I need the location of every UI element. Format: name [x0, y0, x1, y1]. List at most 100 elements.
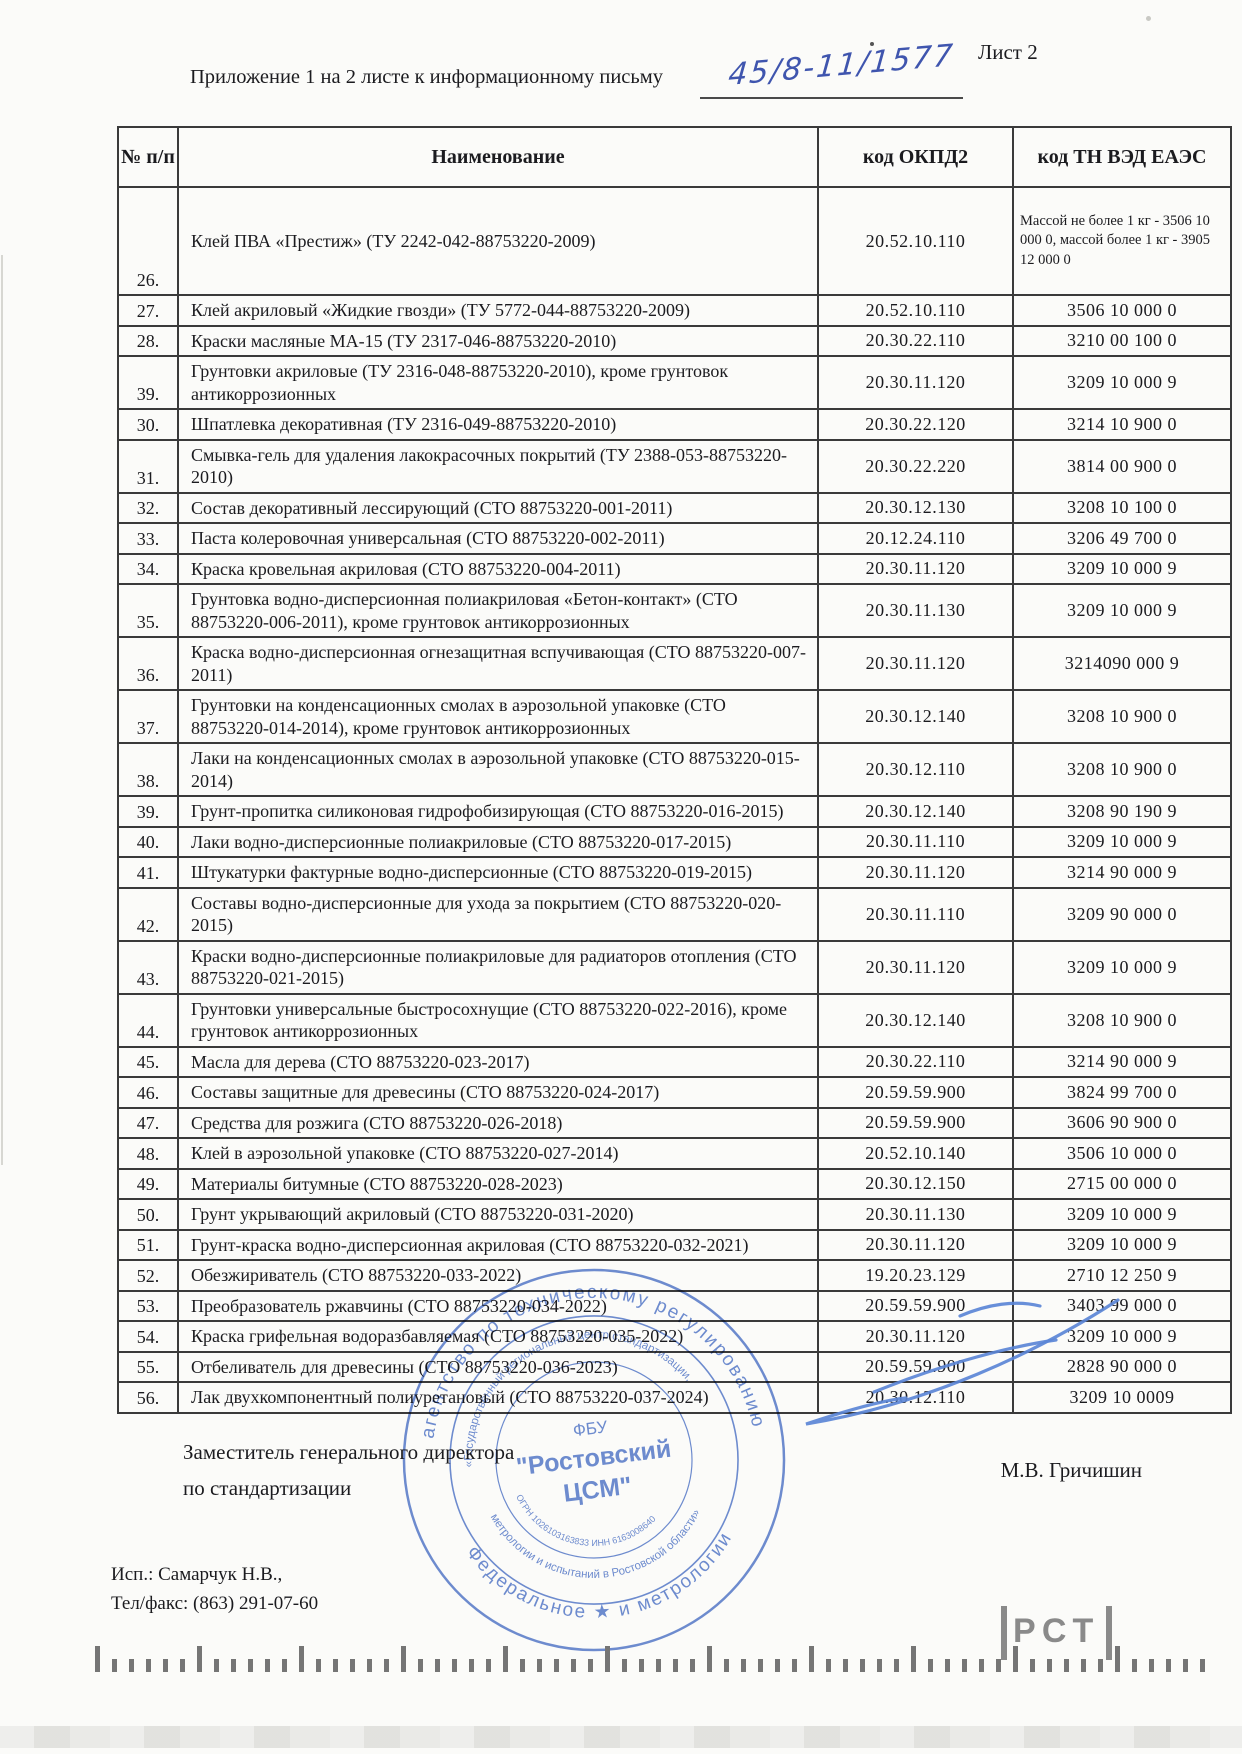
tick-mark	[605, 1646, 610, 1672]
tick-mark	[350, 1659, 355, 1672]
row-number-cell: 33.	[117, 522, 179, 555]
okpd2-cell: 20.30.12.140	[817, 992, 1014, 1048]
table-row: 54. Краска грифельная водоразбавляемая (С…	[117, 1320, 1232, 1353]
tick-mark	[248, 1659, 253, 1672]
col-header-okpd2: код ОКПД2	[817, 126, 1014, 188]
tnved-cell: 3209 90 000 0	[1012, 886, 1232, 942]
tick-mark	[1115, 1646, 1120, 1672]
name-cell: Паста колеровочная универсальная (СТО 88…	[177, 522, 819, 555]
okpd2-cell: 20.30.11.110	[817, 886, 1014, 942]
tick-mark	[214, 1659, 219, 1672]
sheet-number-label: Лист 2	[978, 40, 1038, 64]
tick-mark	[1064, 1659, 1069, 1672]
tnved-cell: 3214 10 900 0	[1012, 408, 1232, 441]
name-cell: Смывка-гель для удаления лакокрасочных п…	[177, 438, 819, 494]
table-row: 42. Составы водно-дисперсионные для ухода…	[117, 886, 1232, 942]
table-row: 36. Краска водно-дисперсионная огнезащитн…	[117, 636, 1232, 691]
okpd2-cell: 20.59.59.900	[817, 1289, 1014, 1322]
tnved-cell: 3208 10 100 0	[1012, 491, 1232, 524]
row-number-cell: 47.	[117, 1106, 179, 1139]
tick-mark	[1183, 1659, 1188, 1672]
fax-calibration-ticks	[95, 1640, 1240, 1672]
tick-mark	[537, 1659, 542, 1672]
tick-mark	[843, 1659, 848, 1672]
okpd2-cell: 20.30.12.150	[817, 1167, 1014, 1200]
name-cell: Клей в аэрозольной упаковке (СТО 8875322…	[177, 1137, 819, 1170]
tnved-cell: 3209 10 0009	[1012, 1381, 1232, 1414]
tick-mark	[1098, 1659, 1103, 1672]
name-cell: Краска грифельная водоразбавляемая (СТО …	[177, 1320, 819, 1353]
tick-mark	[860, 1659, 865, 1672]
tick-mark	[996, 1659, 1001, 1672]
okpd2-cell: 20.30.11.130	[817, 583, 1014, 638]
tnved-cell: 3824 99 700 0	[1012, 1076, 1232, 1109]
tnved-cell: 3506 10 000 0	[1012, 294, 1232, 327]
tick-mark	[486, 1659, 491, 1672]
row-number-cell: 46.	[117, 1076, 179, 1109]
name-cell: Грунтовки на конденсационных смолах в аэ…	[177, 689, 819, 744]
name-cell: Состав декоративный лессирующий (СТО 887…	[177, 491, 819, 524]
name-cell: Грунтовки универсальные быстросохнущие (…	[177, 992, 819, 1048]
products-table: № п/п Наименование код ОКПД2 код ТН ВЭД …	[117, 126, 1232, 1414]
tnved-cell: 3214090 000 9	[1012, 636, 1232, 691]
tick-mark	[146, 1659, 151, 1672]
tick-mark	[741, 1659, 746, 1672]
name-cell: Лаки водно-дисперсионные полиакриловые (…	[177, 825, 819, 858]
tick-mark	[724, 1659, 729, 1672]
okpd2-cell: 19.20.23.129	[817, 1259, 1014, 1292]
name-cell: Грунт укрывающий акриловый (СТО 88753220…	[177, 1198, 819, 1231]
col-header-tnved: код ТН ВЭД ЕАЭС	[1012, 126, 1232, 188]
okpd2-cell: 20.30.11.120	[817, 1228, 1014, 1261]
table-header-row: № п/п Наименование код ОКПД2 код ТН ВЭД …	[117, 126, 1232, 188]
tick-mark	[316, 1659, 321, 1672]
appendix-title: Приложение 1 на 2 листе к информационном…	[190, 66, 663, 88]
rst-mark-bar	[1001, 1606, 1007, 1660]
scan-speck	[870, 42, 874, 46]
tick-mark	[945, 1659, 950, 1672]
okpd2-cell: 20.59.59.900	[817, 1076, 1014, 1109]
executor-block: Исп.: Самарчук Н.В., Тел/факс: (863) 291…	[111, 1561, 1230, 1618]
tick-mark	[503, 1646, 508, 1672]
row-number-cell: 42.	[117, 886, 179, 942]
row-number-cell: 50.	[117, 1198, 179, 1231]
tick-mark	[588, 1659, 593, 1672]
rst-mark: РСТ	[1001, 1606, 1113, 1660]
table-row: 52. Обезжириватель (СТО 88753220-033-2022…	[117, 1259, 1232, 1292]
tnved-cell: 2828 90 000 0	[1012, 1350, 1232, 1383]
tick-mark	[894, 1659, 899, 1672]
table-row: 48. Клей в аэрозольной упаковке (СТО 8875…	[117, 1137, 1232, 1170]
signer-name: М.В. Гричишин	[1000, 1457, 1142, 1482]
tick-mark	[299, 1646, 304, 1672]
signer-position-line2: по стандартизации	[183, 1476, 352, 1501]
tick-mark	[163, 1659, 168, 1672]
table-row: 49. Материалы битумные (СТО 88753220-028-…	[117, 1167, 1232, 1200]
row-number-cell: 38.	[117, 742, 179, 797]
tick-mark	[775, 1659, 780, 1672]
name-cell: Краски водно-дисперсионные полиакриловые…	[177, 939, 819, 995]
okpd2-cell: 20.30.11.120	[817, 856, 1014, 889]
name-cell: Краска кровельная акриловая (СТО 8875322…	[177, 552, 819, 585]
row-number-cell: 27.	[117, 294, 179, 327]
tick-mark	[877, 1659, 882, 1672]
tick-mark	[520, 1659, 525, 1672]
tick-mark	[1200, 1659, 1205, 1672]
table-row: 46. Составы защитные для древесины (СТО 8…	[117, 1076, 1232, 1109]
tick-mark	[673, 1659, 678, 1672]
tick-mark	[707, 1646, 712, 1672]
name-cell: Грунт-краска водно-дисперсионная акрилов…	[177, 1228, 819, 1261]
tnved-cell: 2715 00 000 0	[1012, 1167, 1232, 1200]
row-number-cell: 48.	[117, 1137, 179, 1170]
tick-mark	[333, 1659, 338, 1672]
okpd2-cell: 20.30.12.130	[817, 491, 1014, 524]
tnved-cell: 3208 10 900 0	[1012, 689, 1232, 744]
phone-line: Тел/факс: (863) 291-07-60	[111, 1592, 319, 1614]
name-cell: Средства для розжига (СТО 88753220-026-2…	[177, 1106, 819, 1139]
okpd2-cell: 20.59.59.900	[817, 1350, 1014, 1383]
table-row: 55. Отбеливатель для древесины (СТО 88753…	[117, 1350, 1232, 1383]
tick-mark	[622, 1659, 627, 1672]
okpd2-cell: 20.30.12.110	[817, 742, 1014, 797]
row-number-cell: 40.	[117, 825, 179, 858]
col-header-name: Наименование	[177, 126, 819, 188]
okpd2-cell: 20.52.10.110	[817, 186, 1014, 296]
tick-mark	[758, 1659, 763, 1672]
